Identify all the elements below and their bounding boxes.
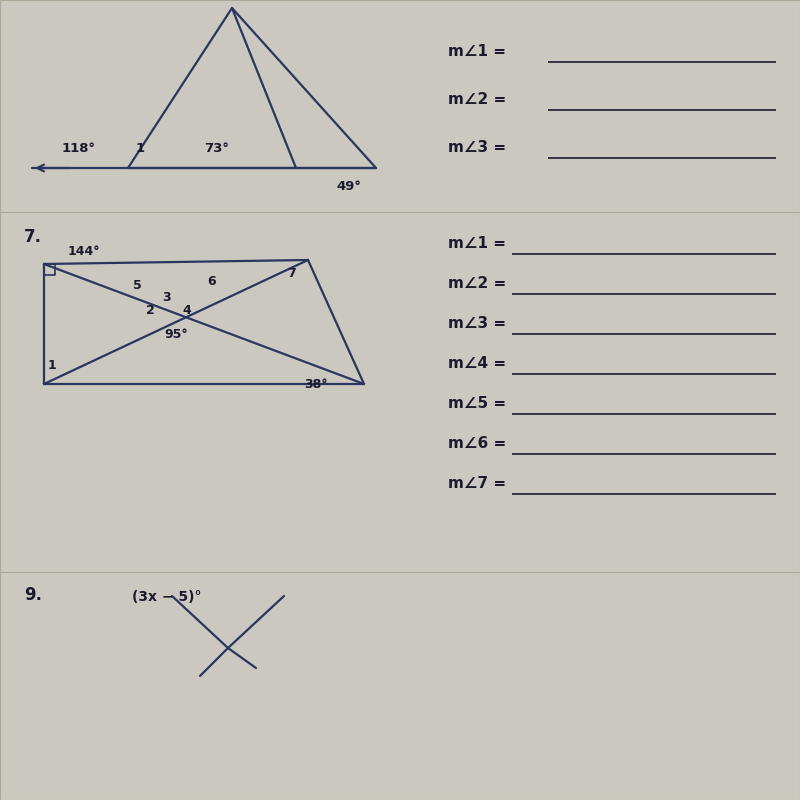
Text: m∠3 =: m∠3 = — [448, 317, 506, 331]
Text: m∠1 =: m∠1 = — [448, 45, 506, 59]
Text: 73°: 73° — [204, 142, 229, 155]
Text: 1: 1 — [48, 359, 57, 372]
Text: m∠5 =: m∠5 = — [448, 397, 506, 411]
Text: 1: 1 — [135, 142, 145, 155]
Text: (3x − 5)°: (3x − 5)° — [132, 590, 202, 604]
Text: 7.: 7. — [24, 228, 42, 246]
Text: 38°: 38° — [304, 378, 328, 390]
Text: 9.: 9. — [24, 586, 42, 605]
Text: 49°: 49° — [336, 180, 361, 193]
Text: 4: 4 — [182, 304, 190, 317]
Text: 144°: 144° — [68, 245, 101, 258]
Text: m∠7 =: m∠7 = — [448, 477, 506, 491]
Text: m∠4 =: m∠4 = — [448, 357, 506, 371]
Text: m∠6 =: m∠6 = — [448, 437, 506, 451]
Text: m∠2 =: m∠2 = — [448, 93, 506, 107]
Text: 3: 3 — [162, 291, 170, 304]
Text: 95°: 95° — [164, 328, 188, 341]
Text: 2: 2 — [146, 304, 154, 317]
Text: m∠3 =: m∠3 = — [448, 141, 506, 155]
Text: m∠2 =: m∠2 = — [448, 277, 506, 291]
Text: 6: 6 — [208, 275, 216, 288]
Text: 5: 5 — [134, 279, 142, 292]
Text: m∠1 =: m∠1 = — [448, 237, 506, 251]
Text: 118°: 118° — [62, 142, 96, 155]
Text: 7: 7 — [288, 267, 296, 280]
